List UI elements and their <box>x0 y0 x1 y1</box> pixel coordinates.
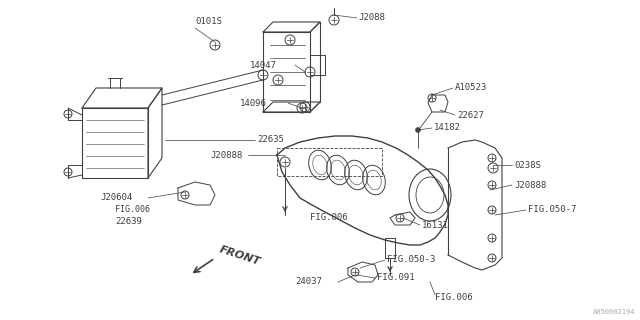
Text: 22639: 22639 <box>115 218 142 227</box>
Text: A050002194: A050002194 <box>593 309 635 315</box>
Text: FIG.006: FIG.006 <box>115 205 150 214</box>
Text: FIG.050-7: FIG.050-7 <box>528 205 577 214</box>
Text: J20888: J20888 <box>210 150 243 159</box>
Text: 14047: 14047 <box>250 60 277 69</box>
Text: 14096: 14096 <box>240 99 267 108</box>
Text: 0101S: 0101S <box>195 17 222 26</box>
Circle shape <box>415 127 420 132</box>
Text: FIG.006: FIG.006 <box>435 293 472 302</box>
Text: A10523: A10523 <box>455 84 487 92</box>
Bar <box>277 148 382 176</box>
Text: J2088: J2088 <box>358 13 385 22</box>
Text: 0238S: 0238S <box>514 161 541 170</box>
Text: 24037: 24037 <box>295 277 322 286</box>
Text: 22635: 22635 <box>257 135 284 145</box>
Text: J20604: J20604 <box>100 194 132 203</box>
Text: FIG.006: FIG.006 <box>310 213 348 222</box>
Text: J20888: J20888 <box>514 180 547 189</box>
Text: FIG.050-3: FIG.050-3 <box>387 255 435 265</box>
Text: FIG.091: FIG.091 <box>377 274 415 283</box>
Text: 14182: 14182 <box>434 124 461 132</box>
Text: 22627: 22627 <box>457 110 484 119</box>
Text: FRONT: FRONT <box>218 245 262 267</box>
Text: 16131: 16131 <box>422 220 449 229</box>
